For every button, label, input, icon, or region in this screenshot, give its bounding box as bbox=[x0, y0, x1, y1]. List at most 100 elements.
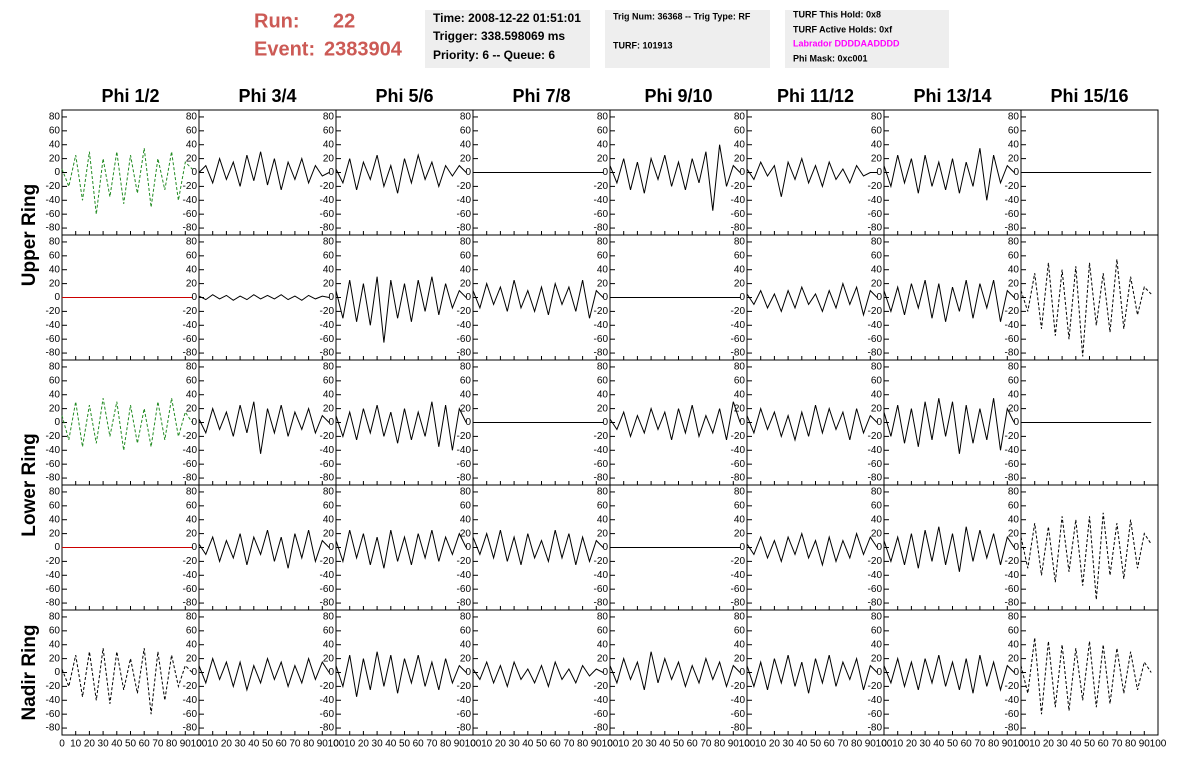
x-tick-label: 70 bbox=[152, 739, 164, 750]
y-tick-label: -80 bbox=[868, 473, 883, 484]
y-tick-label: 20 bbox=[1008, 278, 1020, 289]
panel-frame bbox=[335, 109, 474, 236]
waveform bbox=[1020, 259, 1152, 357]
y-tick-label: -20 bbox=[457, 681, 472, 692]
y-tick-label: -20 bbox=[46, 681, 61, 692]
panel-frame bbox=[335, 359, 474, 486]
y-tick-label: -80 bbox=[1005, 348, 1020, 359]
y-tick-label: -60 bbox=[594, 334, 609, 345]
y-tick-label: 40 bbox=[871, 139, 883, 150]
x-tick-label: 100 bbox=[1013, 739, 1030, 750]
info-text: Time: 2008-12-22 01:51:01 bbox=[433, 11, 581, 25]
x-tick-label: 70 bbox=[289, 739, 301, 750]
y-tick-label: 40 bbox=[323, 264, 335, 275]
x-tick-label: 10 bbox=[344, 739, 356, 750]
x-tick-label: 100 bbox=[876, 739, 893, 750]
y-tick-label: 20 bbox=[1008, 653, 1020, 664]
y-tick-label: -80 bbox=[457, 348, 472, 359]
y-tick-label: 0 bbox=[739, 417, 745, 428]
y-tick-label: -40 bbox=[46, 195, 61, 206]
x-tick-label: 10 bbox=[1029, 739, 1041, 750]
y-tick-label: 60 bbox=[49, 625, 61, 636]
y-tick-label: 60 bbox=[734, 125, 746, 136]
column-header: Phi 1/2 bbox=[101, 86, 159, 106]
y-tick-label: -80 bbox=[320, 723, 335, 734]
y-tick-label: -60 bbox=[183, 584, 198, 595]
y-tick-label: 20 bbox=[323, 653, 335, 664]
y-tick-label: -40 bbox=[457, 445, 472, 456]
y-tick-label: 20 bbox=[186, 653, 198, 664]
x-tick-label: 0 bbox=[333, 739, 339, 750]
y-tick-label: 20 bbox=[597, 653, 609, 664]
y-tick-label: 80 bbox=[323, 237, 335, 248]
panel-frame bbox=[472, 609, 611, 736]
y-tick-label: 20 bbox=[323, 153, 335, 164]
y-tick-label: -60 bbox=[457, 334, 472, 345]
waveform bbox=[198, 656, 330, 692]
x-tick-label: 70 bbox=[974, 739, 986, 750]
y-tick-label: 80 bbox=[460, 112, 472, 123]
waveform bbox=[335, 529, 467, 569]
y-tick-label: 0 bbox=[465, 167, 471, 178]
info-box bbox=[785, 10, 949, 68]
y-tick-label: 0 bbox=[602, 417, 608, 428]
panel-frame bbox=[746, 234, 885, 361]
y-tick-label: -40 bbox=[868, 570, 883, 581]
y-tick-label: -80 bbox=[731, 723, 746, 734]
y-tick-label: -40 bbox=[183, 445, 198, 456]
y-tick-label: 80 bbox=[1008, 362, 1020, 373]
y-tick-label: -80 bbox=[457, 723, 472, 734]
x-tick-label: 20 bbox=[221, 739, 233, 750]
x-tick-label: 90 bbox=[591, 739, 603, 750]
y-tick-label: 20 bbox=[49, 153, 61, 164]
y-tick-label: 0 bbox=[1013, 417, 1019, 428]
info-text: TURF Active Holds: 0xf bbox=[793, 24, 893, 34]
y-tick-label: 0 bbox=[739, 292, 745, 303]
y-tick-label: 0 bbox=[1013, 292, 1019, 303]
y-tick-label: -20 bbox=[183, 306, 198, 317]
y-tick-label: -20 bbox=[183, 681, 198, 692]
waveform bbox=[746, 281, 878, 317]
y-tick-label: -40 bbox=[1005, 695, 1020, 706]
y-tick-label: -80 bbox=[868, 598, 883, 609]
y-tick-label: -20 bbox=[868, 431, 883, 442]
y-tick-label: -60 bbox=[1005, 459, 1020, 470]
y-tick-label: 80 bbox=[734, 237, 746, 248]
y-tick-label: -40 bbox=[731, 320, 746, 331]
y-tick-label: -60 bbox=[320, 584, 335, 595]
y-tick-label: 60 bbox=[186, 125, 198, 136]
waveform bbox=[883, 526, 1015, 572]
y-tick-label: -20 bbox=[594, 306, 609, 317]
info-text: Priority: 6 -- Queue: 6 bbox=[433, 48, 555, 62]
x-tick-label: 10 bbox=[481, 739, 493, 750]
y-tick-label: -20 bbox=[868, 556, 883, 567]
y-tick-label: 80 bbox=[871, 237, 883, 248]
y-tick-label: 0 bbox=[191, 167, 197, 178]
x-tick-label: 100 bbox=[328, 739, 345, 750]
y-tick-label: 20 bbox=[186, 153, 198, 164]
y-tick-label: 40 bbox=[734, 389, 746, 400]
y-tick-label: 80 bbox=[460, 487, 472, 498]
x-tick-label: 80 bbox=[166, 739, 178, 750]
y-tick-label: 40 bbox=[323, 139, 335, 150]
panel-frame bbox=[198, 234, 337, 361]
ring-label: Lower Ring bbox=[19, 433, 40, 536]
y-tick-label: -60 bbox=[868, 709, 883, 720]
y-tick-label: 0 bbox=[465, 542, 471, 553]
x-tick-label: 60 bbox=[413, 739, 425, 750]
y-tick-label: -60 bbox=[594, 584, 609, 595]
y-tick-label: 60 bbox=[49, 500, 61, 511]
waveform bbox=[198, 151, 330, 191]
y-tick-label: 80 bbox=[734, 362, 746, 373]
y-tick-label: 60 bbox=[1008, 125, 1020, 136]
y-tick-label: -60 bbox=[1005, 709, 1020, 720]
x-tick-label: 20 bbox=[495, 739, 507, 750]
y-tick-label: -80 bbox=[868, 723, 883, 734]
x-tick-label: 40 bbox=[933, 739, 945, 750]
waveform bbox=[61, 648, 193, 715]
x-tick-label: 50 bbox=[262, 739, 274, 750]
y-tick-label: -20 bbox=[320, 556, 335, 567]
y-tick-label: -20 bbox=[46, 556, 61, 567]
y-tick-label: -40 bbox=[594, 445, 609, 456]
y-tick-label: 40 bbox=[597, 639, 609, 650]
